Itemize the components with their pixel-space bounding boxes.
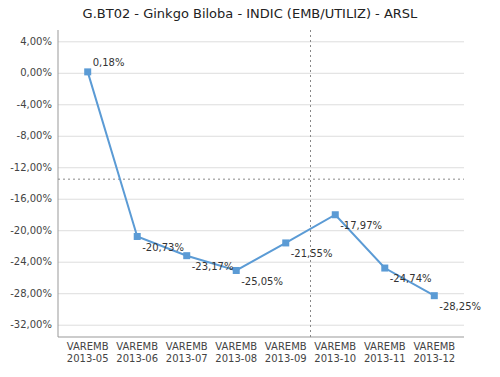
x-tick-label-line: 2013-07 — [166, 353, 208, 364]
y-axis-line — [58, 30, 59, 337]
data-label: 0,18% — [93, 57, 125, 68]
y-tick-label: -12,00% — [10, 162, 52, 173]
x-tick-label-line: 2013-06 — [116, 353, 158, 364]
grid-line — [58, 104, 464, 105]
y-tick-label: 0,00% — [20, 67, 52, 78]
data-label: -21,55% — [291, 248, 333, 259]
x-tick-label: VAREMB2013-06 — [116, 341, 158, 364]
data-label: -25,05% — [241, 276, 283, 287]
y-tick-label: -16,00% — [10, 193, 52, 204]
data-label: -17,97% — [340, 220, 382, 231]
x-tick-label-line: VAREMB — [166, 341, 208, 352]
marker — [381, 265, 388, 272]
marker — [431, 292, 438, 299]
x-tick-label: VAREMB2013-09 — [265, 341, 307, 364]
grid-line — [58, 230, 464, 231]
chart: G.BT02 - Ginkgo Biloba - INDIC (EMB/UTIL… — [0, 0, 500, 377]
grid-line — [58, 167, 464, 168]
x-tick-label: VAREMB2013-12 — [413, 341, 455, 364]
x-tick-label-line: 2013-12 — [413, 353, 455, 364]
data-label: -20,73% — [142, 242, 184, 253]
y-tick-label: -4,00% — [17, 99, 52, 110]
grid-line — [58, 325, 464, 326]
x-tick-label-line: VAREMB — [215, 341, 257, 352]
marker — [183, 252, 190, 259]
y-tick-label: 4,00% — [20, 36, 52, 47]
vertical-reference-line — [310, 30, 311, 337]
line — [88, 72, 435, 296]
grid-line — [58, 73, 464, 74]
grid-line — [58, 293, 464, 294]
grid-line — [58, 262, 464, 263]
x-tick-label-line: VAREMB — [265, 341, 307, 352]
x-tick-label-line: VAREMB — [413, 341, 455, 352]
marker — [84, 68, 91, 75]
y-tick-label: -32,00% — [10, 319, 52, 330]
marker — [134, 233, 141, 240]
y-tick-label: -8,00% — [17, 130, 52, 141]
x-tick-label-line: VAREMB — [67, 341, 109, 352]
x-tick-label: VAREMB2013-10 — [314, 341, 356, 364]
marker — [332, 211, 339, 218]
x-tick-label: VAREMB2013-08 — [215, 341, 257, 364]
y-tick-label: -24,00% — [10, 256, 52, 267]
plot-area — [58, 30, 464, 337]
marker — [233, 267, 240, 274]
y-tick-label: -20,00% — [10, 225, 52, 236]
y-tick-label: -28,00% — [10, 288, 52, 299]
x-tick-label-line: VAREMB — [364, 341, 406, 352]
x-tick-label-line: 2013-11 — [364, 353, 406, 364]
x-tick-label-line: 2013-05 — [67, 353, 109, 364]
grid-line — [58, 199, 464, 200]
x-tick-label-line: VAREMB — [314, 341, 356, 352]
title: G.BT02 - Ginkgo Biloba - INDIC (EMB/UTIL… — [83, 6, 419, 21]
x-tick-label-line: VAREMB — [116, 341, 158, 352]
x-axis-line — [58, 337, 464, 338]
data-label: -24,74% — [390, 273, 432, 284]
data-label: -23,17% — [192, 261, 234, 272]
x-tick-label-line: 2013-10 — [314, 353, 356, 364]
marker — [282, 239, 289, 246]
grid-line — [58, 136, 464, 137]
data-label: -28,25% — [439, 301, 481, 312]
x-tick-label: VAREMB2013-05 — [67, 341, 109, 364]
x-tick-label-line: 2013-08 — [215, 353, 257, 364]
x-tick-label-line: 2013-09 — [265, 353, 307, 364]
grid-line — [58, 41, 464, 42]
x-tick-label: VAREMB2013-11 — [364, 341, 406, 364]
x-tick-label: VAREMB2013-07 — [166, 341, 208, 364]
